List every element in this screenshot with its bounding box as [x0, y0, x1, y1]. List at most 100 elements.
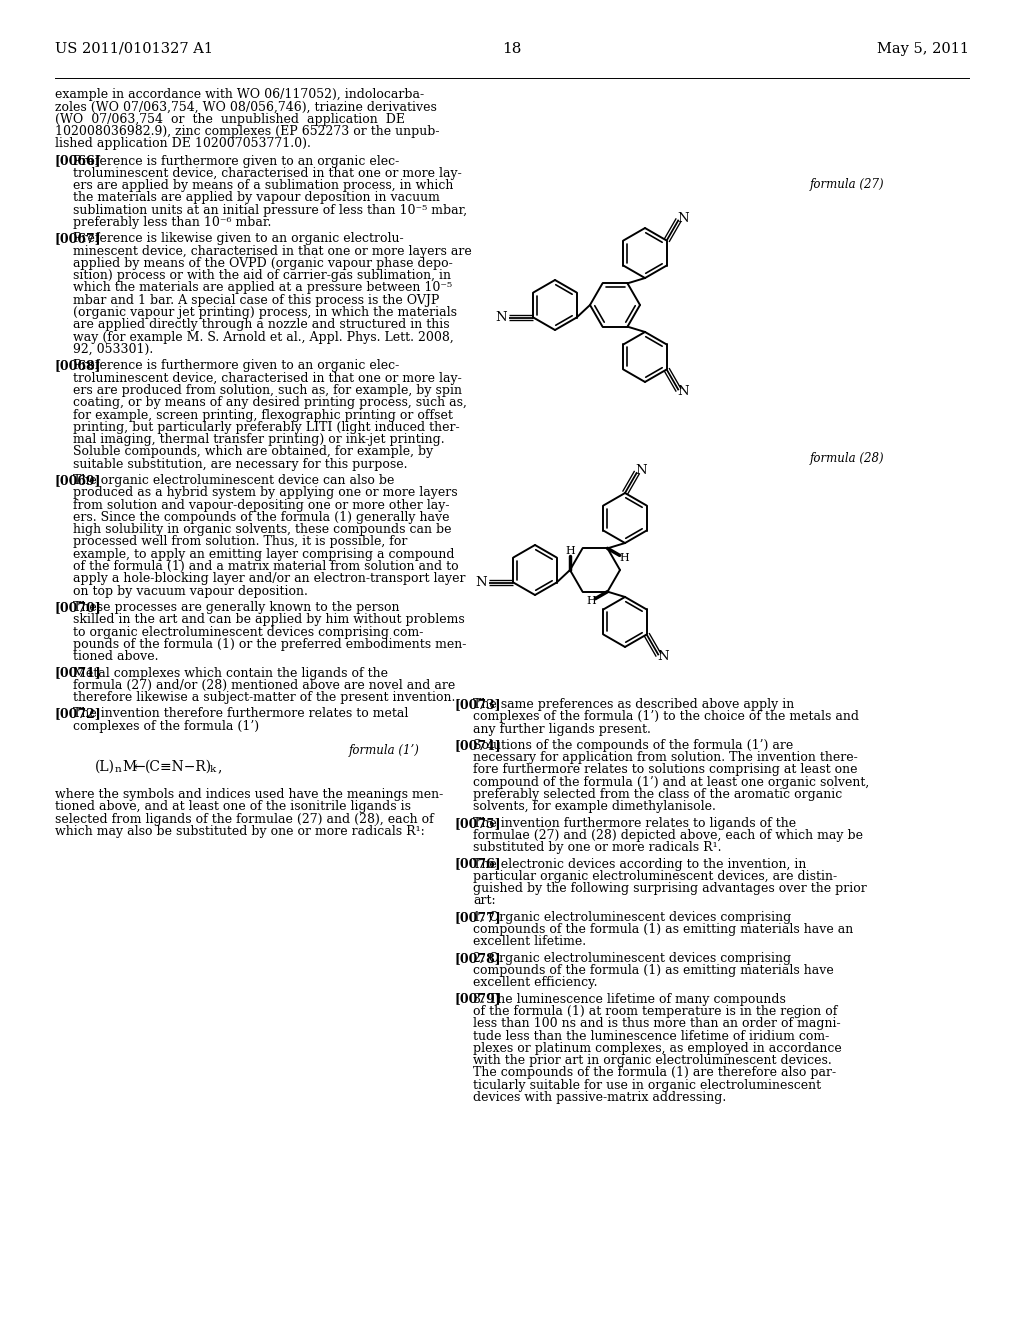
- Text: ers are applied by means of a sublimation process, in which: ers are applied by means of a sublimatio…: [73, 180, 454, 193]
- Text: compounds of the formula (1) as emitting materials have: compounds of the formula (1) as emitting…: [473, 964, 834, 977]
- Text: The invention furthermore relates to ligands of the: The invention furthermore relates to lig…: [473, 817, 796, 830]
- Text: solvents, for example dimethylanisole.: solvents, for example dimethylanisole.: [473, 800, 716, 813]
- Text: to organic electroluminescent devices comprising com-: to organic electroluminescent devices co…: [73, 626, 423, 639]
- Text: sublimation units at an initial pressure of less than 10⁻⁵ mbar,: sublimation units at an initial pressure…: [73, 203, 467, 216]
- Text: troluminescent device, characterised in that one or more lay-: troluminescent device, characterised in …: [73, 166, 462, 180]
- Text: are applied directly through a nozzle and structured in this: are applied directly through a nozzle an…: [73, 318, 450, 331]
- Text: for example, screen printing, flexographic printing or offset: for example, screen printing, flexograph…: [73, 408, 453, 421]
- Text: ers are produced from solution, such as, for example, by spin: ers are produced from solution, such as,…: [73, 384, 462, 397]
- Text: H: H: [586, 597, 596, 606]
- Text: preferably less than 10⁻⁶ mbar.: preferably less than 10⁻⁶ mbar.: [73, 216, 271, 228]
- Text: formulae (27) and (28) depicted above, each of which may be: formulae (27) and (28) depicted above, e…: [473, 829, 863, 842]
- Text: which the materials are applied at a pressure between 10⁻⁵: which the materials are applied at a pre…: [73, 281, 453, 294]
- Text: [0068]: [0068]: [55, 359, 101, 372]
- Text: (organic vapour jet printing) process, in which the materials: (organic vapour jet printing) process, i…: [73, 306, 457, 319]
- Text: zoles (WO 07/063,754, WO 08/056,746), triazine derivatives: zoles (WO 07/063,754, WO 08/056,746), tr…: [55, 100, 437, 114]
- Text: N: N: [475, 576, 487, 589]
- Text: [0079]: [0079]: [455, 993, 502, 1006]
- Text: any further ligands present.: any further ligands present.: [473, 722, 651, 735]
- Text: necessary for application from solution. The invention there-: necessary for application from solution.…: [473, 751, 858, 764]
- Text: excellent efficiency.: excellent efficiency.: [473, 977, 597, 989]
- Text: skilled in the art and can be applied by him without problems: skilled in the art and can be applied by…: [73, 614, 465, 626]
- Text: applied by means of the OVPD (organic vapour phase depo-: applied by means of the OVPD (organic va…: [73, 257, 453, 269]
- Text: M: M: [122, 760, 136, 774]
- Text: The invention therefore furthermore relates to metal: The invention therefore furthermore rela…: [73, 708, 409, 721]
- Text: 3. The luminescence lifetime of many compounds: 3. The luminescence lifetime of many com…: [473, 993, 785, 1006]
- Text: [0077]: [0077]: [455, 911, 502, 924]
- Text: complexes of the formula (1’) to the choice of the metals and: complexes of the formula (1’) to the cho…: [473, 710, 859, 723]
- Text: Preference is likewise given to an organic electrolu-: Preference is likewise given to an organ…: [73, 232, 403, 246]
- Text: Soluble compounds, which are obtained, for example, by: Soluble compounds, which are obtained, f…: [73, 445, 433, 458]
- Text: [0071]: [0071]: [55, 667, 101, 680]
- Text: (WO  07/063,754  or  the  unpublished  application  DE: (WO 07/063,754 or the unpublished applic…: [55, 112, 406, 125]
- Text: art:: art:: [473, 895, 496, 908]
- Text: substituted by one or more radicals R¹.: substituted by one or more radicals R¹.: [473, 841, 722, 854]
- Text: compounds of the formula (1) as emitting materials have an: compounds of the formula (1) as emitting…: [473, 923, 853, 936]
- Text: with the prior art in organic electroluminescent devices.: with the prior art in organic electrolum…: [473, 1055, 831, 1067]
- Text: ←: ←: [133, 760, 144, 774]
- Text: 2. Organic electroluminescent devices comprising: 2. Organic electroluminescent devices co…: [473, 952, 792, 965]
- Text: pounds of the formula (1) or the preferred embodiments men-: pounds of the formula (1) or the preferr…: [73, 638, 466, 651]
- Text: example in accordance with WO 06/117052), indolocarba-: example in accordance with WO 06/117052)…: [55, 88, 424, 102]
- Text: high solubility in organic solvents, these compounds can be: high solubility in organic solvents, the…: [73, 523, 452, 536]
- Text: tude less than the luminescence lifetime of iridium com-: tude less than the luminescence lifetime…: [473, 1030, 829, 1043]
- Text: formula (27) and/or (28) mentioned above are novel and are: formula (27) and/or (28) mentioned above…: [73, 678, 456, 692]
- Text: suitable substitution, are necessary for this purpose.: suitable substitution, are necessary for…: [73, 458, 408, 471]
- Text: [0072]: [0072]: [55, 708, 101, 721]
- Text: (C≡N−R): (C≡N−R): [145, 760, 212, 774]
- Text: N: N: [635, 465, 647, 477]
- Text: N: N: [496, 312, 507, 323]
- Text: Solutions of the compounds of the formula (1’) are: Solutions of the compounds of the formul…: [473, 739, 794, 752]
- Text: These processes are generally known to the person: These processes are generally known to t…: [73, 601, 399, 614]
- Text: guished by the following surprising advantages over the prior: guished by the following surprising adva…: [473, 882, 866, 895]
- Text: Metal complexes which contain the ligands of the: Metal complexes which contain the ligand…: [73, 667, 388, 680]
- Text: formula (1’): formula (1’): [349, 744, 420, 756]
- Text: [0066]: [0066]: [55, 154, 101, 168]
- Text: [0069]: [0069]: [55, 474, 101, 487]
- Text: N: N: [656, 651, 669, 664]
- Text: produced as a hybrid system by applying one or more layers: produced as a hybrid system by applying …: [73, 486, 458, 499]
- Text: US 2011/0101327 A1: US 2011/0101327 A1: [55, 42, 213, 55]
- Text: complexes of the formula (1’): complexes of the formula (1’): [73, 719, 259, 733]
- Text: minescent device, characterised in that one or more layers are: minescent device, characterised in that …: [73, 244, 472, 257]
- Text: k: k: [210, 766, 216, 774]
- Text: sition) process or with the aid of carrier-gas sublimation, in: sition) process or with the aid of carri…: [73, 269, 451, 282]
- Text: The compounds of the formula (1) are therefore also par-: The compounds of the formula (1) are the…: [473, 1067, 837, 1080]
- Text: 1. Organic electroluminescent devices comprising: 1. Organic electroluminescent devices co…: [473, 911, 792, 924]
- Text: of the formula (1) at room temperature is in the region of: of the formula (1) at room temperature i…: [473, 1005, 838, 1018]
- Text: therefore likewise a subject-matter of the present invention.: therefore likewise a subject-matter of t…: [73, 692, 456, 704]
- Text: of the formula (1) and a matrix material from solution and to: of the formula (1) and a matrix material…: [73, 560, 459, 573]
- Text: plexes or platinum complexes, as employed in accordance: plexes or platinum complexes, as employe…: [473, 1041, 842, 1055]
- Text: [0073]: [0073]: [455, 698, 502, 711]
- Text: particular organic electroluminescent devices, are distin-: particular organic electroluminescent de…: [473, 870, 838, 883]
- Text: [0076]: [0076]: [455, 858, 502, 871]
- Text: mal imaging, thermal transfer printing) or ink-jet printing.: mal imaging, thermal transfer printing) …: [73, 433, 444, 446]
- Text: selected from ligands of the formulae (27) and (28), each of: selected from ligands of the formulae (2…: [55, 813, 434, 825]
- Text: the materials are applied by vapour deposition in vacuum: the materials are applied by vapour depo…: [73, 191, 440, 205]
- Text: 102008036982.9), zinc complexes (EP 652273 or the unpub-: 102008036982.9), zinc complexes (EP 6522…: [55, 125, 439, 137]
- Text: ticularly suitable for use in organic electroluminescent: ticularly suitable for use in organic el…: [473, 1078, 821, 1092]
- Text: N: N: [677, 211, 688, 224]
- Text: which may also be substituted by one or more radicals R¹:: which may also be substituted by one or …: [55, 825, 425, 838]
- Text: H: H: [620, 553, 629, 562]
- Text: (L): (L): [95, 760, 115, 774]
- Text: May 5, 2011: May 5, 2011: [877, 42, 969, 55]
- Text: N: N: [677, 385, 688, 399]
- Text: printing, but particularly preferably LITI (light induced ther-: printing, but particularly preferably LI…: [73, 421, 460, 434]
- Text: coating, or by means of any desired printing process, such as,: coating, or by means of any desired prin…: [73, 396, 467, 409]
- Text: The organic electroluminescent device can also be: The organic electroluminescent device ca…: [73, 474, 394, 487]
- Text: from solution and vapour-depositing one or more other lay-: from solution and vapour-depositing one …: [73, 499, 450, 512]
- Text: formula (27): formula (27): [810, 178, 885, 191]
- Text: processed well from solution. Thus, it is possible, for: processed well from solution. Thus, it i…: [73, 536, 408, 549]
- Text: compound of the formula (1’) and at least one organic solvent,: compound of the formula (1’) and at leas…: [473, 776, 869, 789]
- Text: The same preferences as described above apply in: The same preferences as described above …: [473, 698, 795, 711]
- Text: on top by vacuum vapour deposition.: on top by vacuum vapour deposition.: [73, 585, 308, 598]
- Text: ers. Since the compounds of the formula (1) generally have: ers. Since the compounds of the formula …: [73, 511, 450, 524]
- Text: [0078]: [0078]: [455, 952, 502, 965]
- Text: [0067]: [0067]: [55, 232, 101, 246]
- Text: troluminescent device, characterised in that one or more lay-: troluminescent device, characterised in …: [73, 372, 462, 384]
- Text: The electronic devices according to the invention, in: The electronic devices according to the …: [473, 858, 806, 871]
- Text: devices with passive-matrix addressing.: devices with passive-matrix addressing.: [473, 1092, 726, 1104]
- Text: less than 100 ns and is thus more than an order of magni-: less than 100 ns and is thus more than a…: [473, 1018, 841, 1030]
- Text: tioned above, and at least one of the isonitrile ligands is: tioned above, and at least one of the is…: [55, 800, 411, 813]
